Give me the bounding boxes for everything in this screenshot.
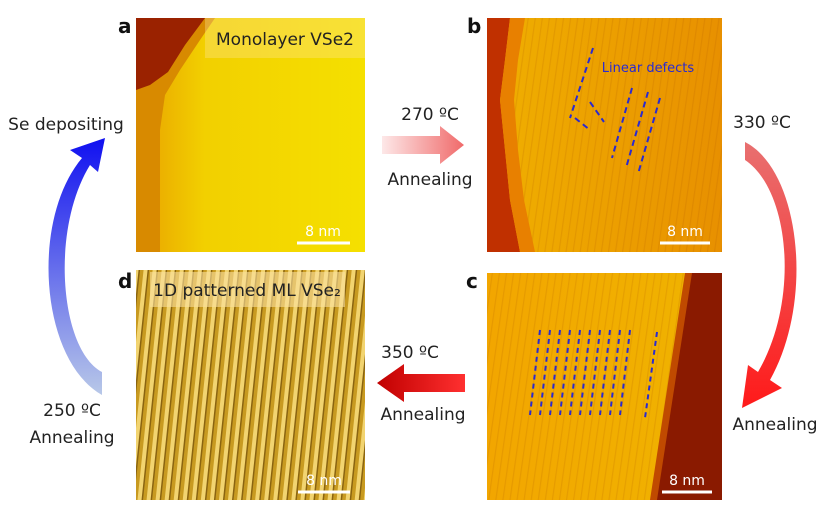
- panel-a: Monolayer VSe2 8 nm a: [118, 14, 365, 252]
- panel-c: 8 nm c: [466, 269, 722, 500]
- process: Annealing: [380, 405, 465, 425]
- arrow: [49, 138, 105, 395]
- scale-label: 8 nm: [667, 224, 703, 240]
- scale-label: 8 nm: [669, 473, 705, 489]
- page: Monolayer VSe2 8 nm a Linear defects 8 n…: [0, 0, 821, 506]
- caption: Monolayer VSe2: [216, 30, 354, 50]
- panel-b: Linear defects 8 nm b: [467, 14, 722, 252]
- figure: Monolayer VSe2 8 nm a Linear defects 8 n…: [0, 0, 821, 506]
- panel-d: 1D patterned ML VSe₂ 8 nm d: [118, 269, 365, 500]
- panel-label: d: [118, 269, 132, 293]
- panel-label: b: [467, 14, 481, 38]
- process: Annealing: [29, 428, 114, 448]
- arrow: [377, 364, 465, 402]
- caption: Linear defects: [602, 61, 695, 76]
- scale-label: 8 nm: [306, 473, 342, 489]
- panel-label: c: [466, 269, 478, 293]
- temperature: 350 ºC: [381, 343, 439, 363]
- temperature: 270 ºC: [401, 105, 459, 125]
- temperature: 330 ºC: [733, 113, 791, 133]
- process: Annealing: [732, 415, 817, 435]
- process: Se depositing: [8, 115, 124, 135]
- temperature: 250 ºC: [43, 401, 101, 421]
- arrow: [382, 126, 464, 164]
- process: Annealing: [387, 170, 472, 190]
- caption: 1D patterned ML VSe₂: [153, 281, 341, 301]
- panel-label: a: [118, 14, 132, 38]
- scale-label: 8 nm: [305, 224, 341, 240]
- arrow: [742, 142, 796, 408]
